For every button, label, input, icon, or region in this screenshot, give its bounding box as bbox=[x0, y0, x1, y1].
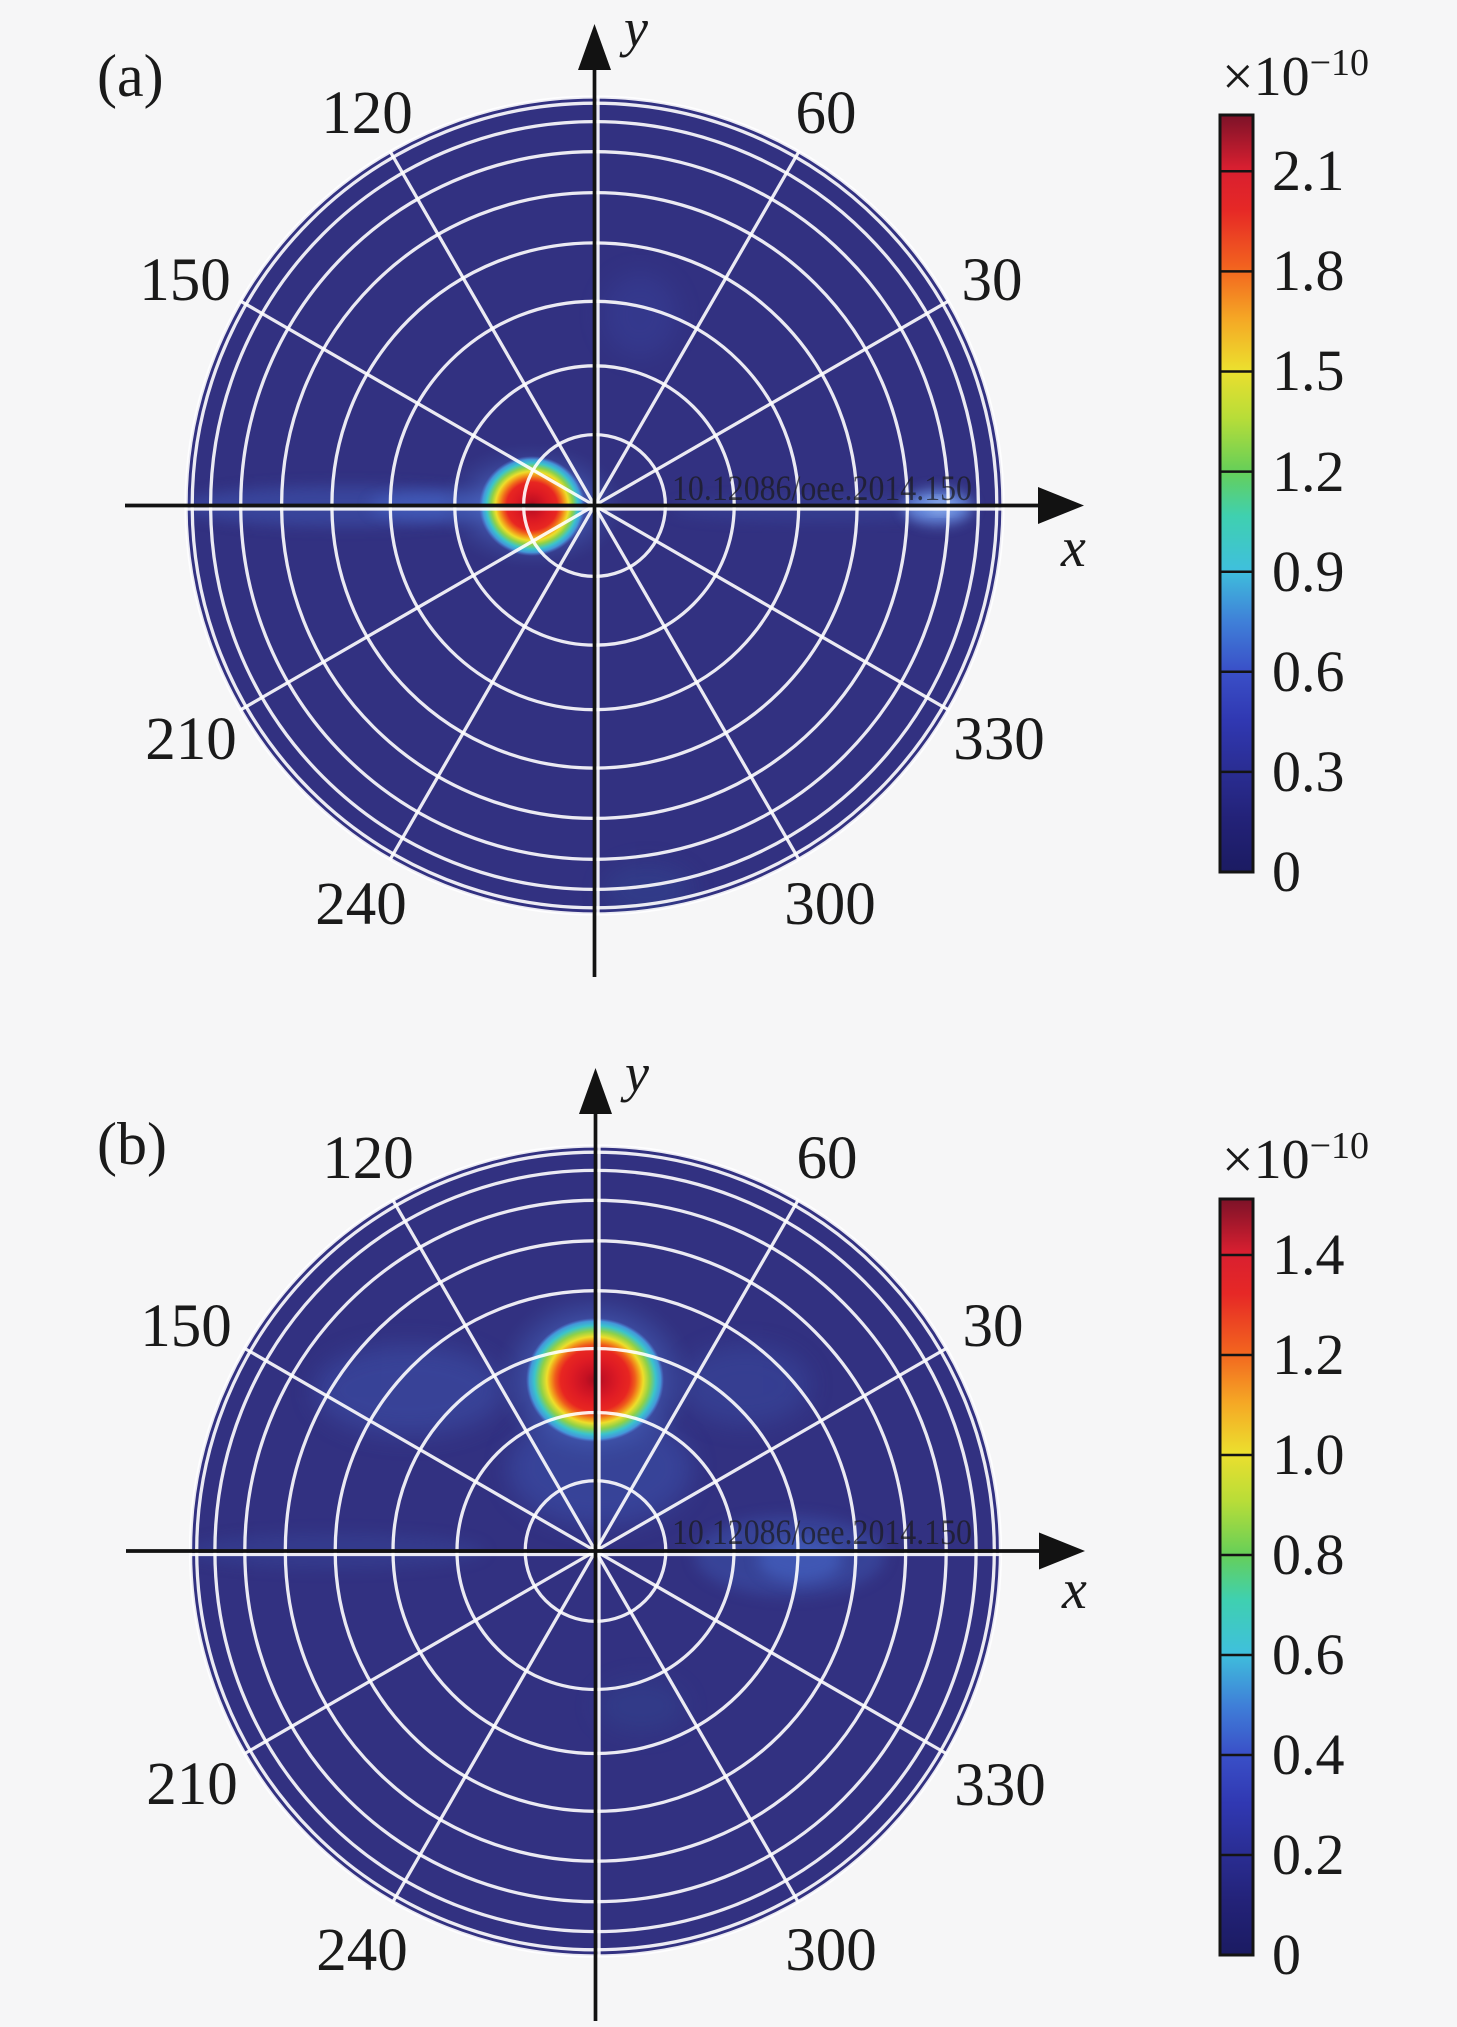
svg-text:0.3: 0.3 bbox=[1272, 739, 1345, 804]
svg-text:y: y bbox=[620, 1043, 649, 1103]
svg-text:150: 150 bbox=[139, 247, 231, 314]
svg-text:0.2: 0.2 bbox=[1272, 1822, 1345, 1887]
svg-text:(b): (b) bbox=[97, 1111, 167, 1177]
svg-text:0.6: 0.6 bbox=[1272, 1622, 1345, 1687]
svg-text:0: 0 bbox=[1272, 1922, 1301, 1987]
svg-text:330: 330 bbox=[953, 706, 1045, 773]
svg-text:0.9: 0.9 bbox=[1272, 539, 1345, 604]
svg-text:300: 300 bbox=[785, 1917, 877, 1984]
svg-text:30: 30 bbox=[963, 1293, 1024, 1360]
svg-text:2.1: 2.1 bbox=[1272, 138, 1345, 203]
svg-text:120: 120 bbox=[322, 1125, 414, 1192]
svg-text:x: x bbox=[1061, 1559, 1087, 1621]
svg-text:210: 210 bbox=[145, 706, 237, 773]
svg-text:(a): (a) bbox=[97, 43, 164, 109]
svg-text:240: 240 bbox=[315, 871, 407, 938]
svg-text:1.2: 1.2 bbox=[1272, 1322, 1345, 1387]
svg-text:10.12086/oee.2014.150: 10.12086/oee.2014.150 bbox=[672, 468, 972, 508]
svg-text:0.4: 0.4 bbox=[1272, 1722, 1345, 1787]
svg-text:1.2: 1.2 bbox=[1272, 439, 1345, 504]
svg-text:30: 30 bbox=[962, 247, 1023, 314]
svg-text:300: 300 bbox=[784, 871, 876, 938]
svg-text:1.0: 1.0 bbox=[1272, 1422, 1345, 1487]
svg-text:1.5: 1.5 bbox=[1272, 338, 1345, 403]
svg-text:60: 60 bbox=[796, 80, 857, 147]
svg-text:60: 60 bbox=[797, 1125, 858, 1192]
svg-text:x: x bbox=[1060, 517, 1086, 579]
svg-text:240: 240 bbox=[316, 1917, 408, 1984]
svg-text:330: 330 bbox=[954, 1752, 1046, 1819]
svg-text:0: 0 bbox=[1272, 839, 1301, 904]
svg-text:1.4: 1.4 bbox=[1272, 1222, 1345, 1287]
svg-text:0.8: 0.8 bbox=[1272, 1522, 1345, 1587]
svg-text:210: 210 bbox=[146, 1751, 238, 1818]
svg-text:y: y bbox=[619, 0, 648, 58]
svg-text:150: 150 bbox=[140, 1293, 232, 1360]
svg-text:0.6: 0.6 bbox=[1272, 639, 1345, 704]
svg-text:10.12086/oee.2014.150: 10.12086/oee.2014.150 bbox=[672, 1512, 972, 1552]
svg-text:120: 120 bbox=[321, 80, 413, 147]
svg-text:1.8: 1.8 bbox=[1272, 238, 1345, 303]
